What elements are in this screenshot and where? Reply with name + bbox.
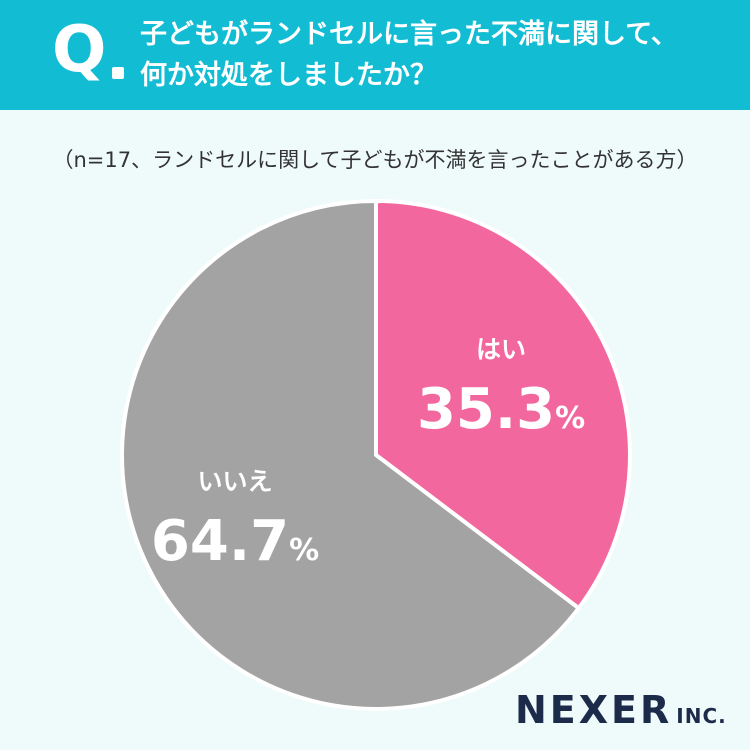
sample-note: （n=17、ランドセルに関して子どもが不満を言ったことがある方） [52, 148, 698, 172]
slice-label-yes: はい [476, 335, 526, 364]
slice-value-yes: 35.3% [417, 377, 585, 442]
brand-logo: NEXER INC. [515, 688, 727, 732]
brand-suffix: INC. [676, 704, 727, 728]
q-dot-decoration [112, 67, 124, 79]
brand-name: NEXER [515, 688, 673, 732]
question-line-1: 子どもがランドセルに言った不満に関して、 [140, 19, 678, 50]
slice-label-no: いいえ [198, 467, 273, 496]
q-mark: Q [52, 13, 107, 87]
question-text: 子どもがランドセルに言った不満に関して、 何か対処をしましたか？ [140, 14, 740, 96]
pie-slice-yes [374, 199, 632, 611]
question-header: Q 子どもがランドセルに言った不満に関して、 何か対処をしましたか？ [0, 0, 750, 110]
question-line-2: 何か対処をしましたか？ [140, 60, 437, 91]
slice-value-no: 64.7% [151, 509, 319, 574]
pie-slice-no [120, 199, 581, 711]
